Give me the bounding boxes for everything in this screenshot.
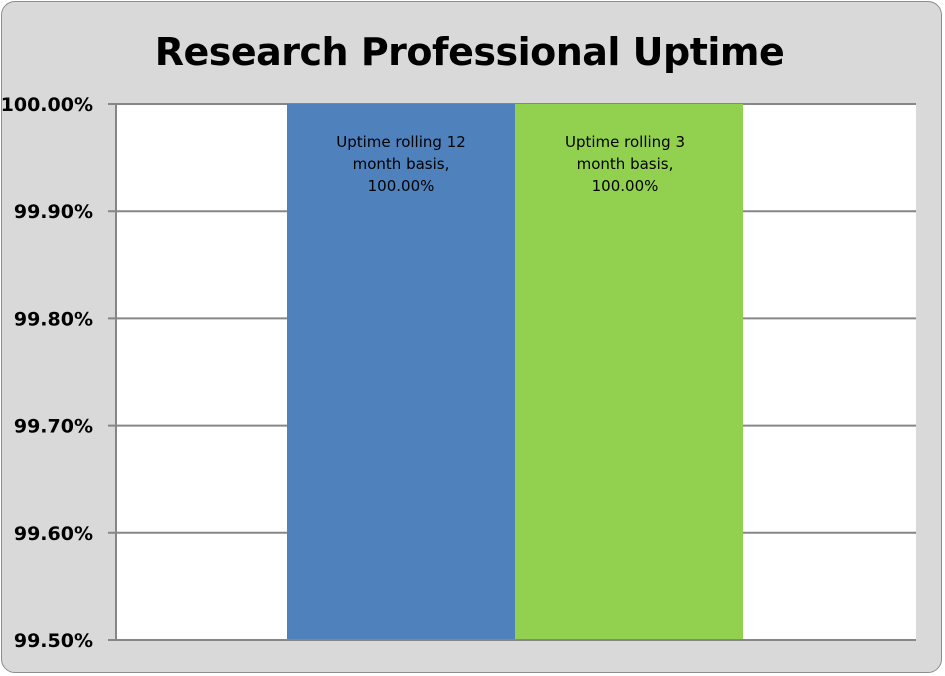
data-label: 100.00% <box>592 177 659 195</box>
chart-title: Research Professional Uptime <box>154 30 785 74</box>
data-label: Uptime rolling 3 <box>565 133 685 151</box>
y-tick-label: 99.80% <box>14 308 93 330</box>
y-tick-label: 99.50% <box>14 630 93 652</box>
data-label: month basis, <box>353 155 450 173</box>
data-label: month basis, <box>577 155 674 173</box>
y-tick-label: 99.70% <box>14 416 93 438</box>
y-tick-label: 99.90% <box>14 201 93 223</box>
data-label: Uptime rolling 12 <box>336 133 466 151</box>
data-label: 100.00% <box>368 177 435 195</box>
bar-1 <box>287 104 515 640</box>
bar-2 <box>515 104 743 640</box>
y-tick-label: 100.00% <box>1 94 93 116</box>
y-tick-label: 99.60% <box>14 523 93 545</box>
